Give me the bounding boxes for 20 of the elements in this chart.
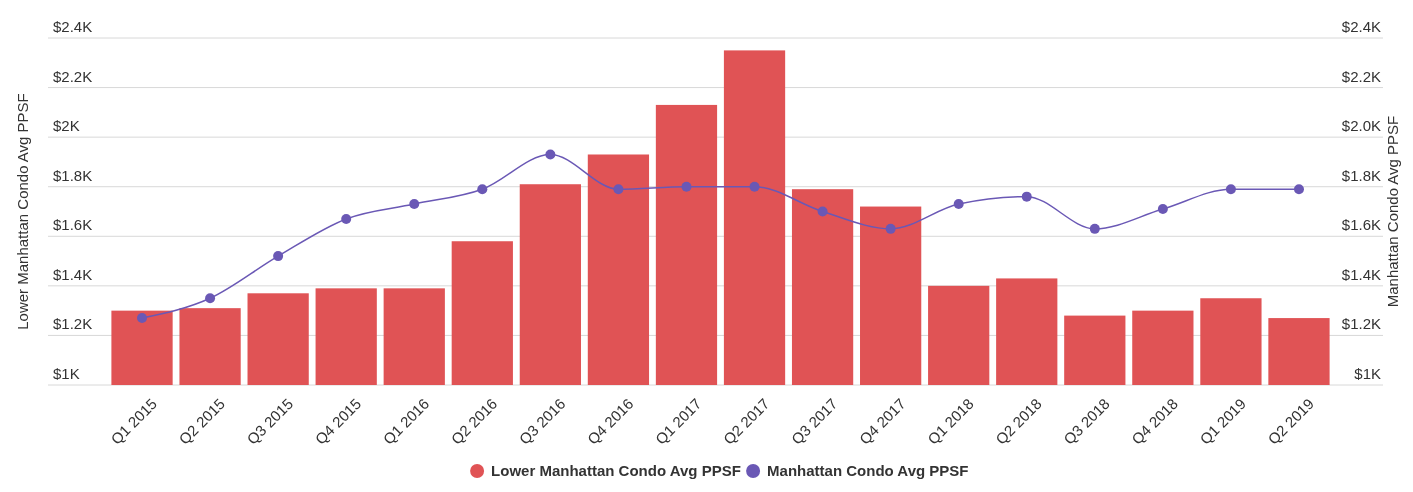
- y2-tick-label: $2.2K: [1341, 67, 1381, 85]
- y-tick-label: $1K: [53, 365, 80, 382]
- y-tick-label: $2.4K: [53, 18, 93, 35]
- y2-tick-label: $1.8K: [1341, 166, 1381, 184]
- y-tick-label: $2.2K: [53, 67, 93, 85]
- y-tick-label: $1.6K: [53, 216, 93, 234]
- y-tick-label: $1.8K: [53, 166, 93, 184]
- y2-axis-title: Manhattan Condo Avg PPSF: [1384, 115, 1401, 308]
- y2-tick-label: $1K: [1354, 365, 1381, 382]
- y-axis-title: Lower Manhattan Condo Avg PPSF: [14, 93, 31, 330]
- legend-label: Lower Manhattan Condo Avg PPSF: [491, 462, 741, 479]
- y2-tick-label: $1.2K: [1341, 315, 1381, 333]
- y-tick-label: $2K: [53, 117, 80, 135]
- y2-tick-label: $1.6K: [1341, 216, 1381, 234]
- y2-tick-label: $2.0K: [1341, 117, 1381, 135]
- legend-label: Manhattan Condo Avg PPSF: [767, 462, 969, 479]
- y-tick-label: $1.2K: [53, 315, 93, 333]
- y-tick-label: $1.4K: [53, 265, 93, 283]
- y2-tick-label: $1.4K: [1341, 265, 1381, 283]
- y2-tick-label: $2.4K: [1341, 18, 1381, 35]
